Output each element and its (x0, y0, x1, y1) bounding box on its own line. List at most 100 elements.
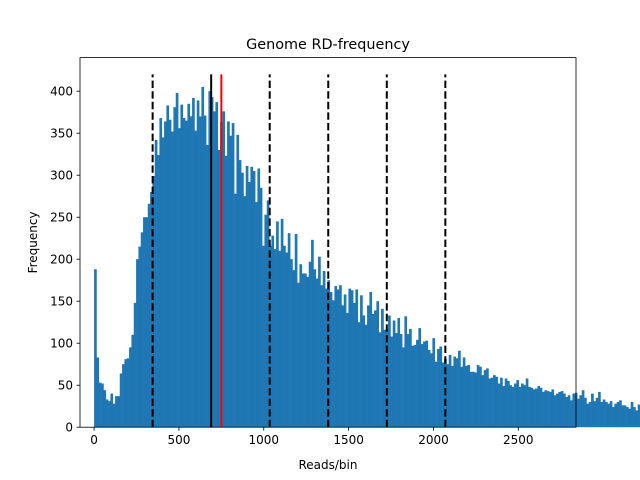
histogram-bar (187, 103, 191, 428)
histogram-bar (376, 301, 380, 428)
histogram-bar (182, 118, 186, 428)
histogram-bar (334, 286, 338, 428)
histogram-bars (94, 87, 640, 428)
histogram-bar (595, 397, 599, 428)
histogram-bar (535, 388, 538, 428)
histogram-bar (243, 196, 247, 428)
histogram-bar (462, 357, 466, 428)
histogram-bar (420, 344, 424, 428)
histogram-bar (612, 407, 615, 428)
y-tick-label: 100 (50, 337, 73, 351)
histogram-bar (453, 356, 457, 428)
histogram-bar (357, 322, 361, 428)
histogram-bar (542, 391, 545, 428)
histogram-bar (637, 404, 640, 428)
histogram-bar (614, 403, 618, 428)
histogram-bar (623, 405, 627, 428)
histogram-bar (495, 376, 499, 428)
histogram-bar (371, 313, 375, 428)
y-axis-ticks: 0 50 100 150 200 250 300 350 400 (50, 85, 80, 435)
histogram-bar (493, 375, 496, 428)
histogram-bar (598, 391, 601, 428)
histogram-bar (278, 250, 282, 428)
histogram-bar (327, 280, 331, 428)
histogram-bar (551, 389, 555, 428)
histogram-bar (143, 217, 146, 428)
histogram-bar (222, 111, 226, 428)
histogram-bar (108, 401, 111, 428)
histogram-bar (341, 305, 345, 428)
histogram-bar (544, 390, 548, 428)
histogram-bar (460, 366, 464, 428)
histogram-bar (94, 269, 97, 428)
histogram-bar (532, 389, 536, 428)
histogram-bar (266, 200, 270, 428)
histogram-bar (229, 135, 233, 428)
histogram-bar (556, 393, 559, 428)
histogram-bar (131, 334, 135, 428)
histogram-bar (383, 329, 387, 428)
reference-lines (151, 74, 447, 428)
histogram-bar (339, 285, 342, 428)
histogram-bar (437, 349, 440, 428)
histogram-bar (630, 402, 634, 428)
histogram-bar (145, 217, 149, 428)
y-axis-label: Frequency (26, 211, 40, 273)
histogram-bar (581, 390, 585, 428)
histogram-bar (259, 187, 263, 428)
histogram-bar (483, 370, 487, 428)
histogram-bar (593, 401, 597, 428)
histogram-bar (474, 372, 478, 428)
histogram-bar (297, 282, 300, 428)
histogram-bar (486, 368, 489, 428)
histogram-bar (397, 318, 401, 428)
histogram-bar (173, 107, 177, 428)
histogram-bar (619, 400, 622, 428)
histogram-bar (159, 118, 163, 428)
histogram-bar (455, 358, 459, 428)
histogram-bar (133, 302, 137, 428)
x-tick-label: 2000 (418, 433, 449, 447)
histogram-bar (465, 365, 468, 428)
histogram-bar (553, 395, 557, 428)
histogram-bar (488, 378, 492, 428)
histogram-bar (101, 383, 104, 428)
histogram-bar (458, 350, 461, 428)
histogram-bar (567, 395, 571, 428)
histogram-bar (500, 377, 503, 428)
histogram-bar (392, 320, 396, 428)
histogram-bar (362, 315, 366, 428)
histogram-bar (98, 382, 102, 428)
histogram-bar (530, 387, 534, 428)
histogram-bar (367, 305, 370, 428)
histogram-bar (481, 375, 485, 428)
histogram-bar (621, 405, 625, 428)
histogram-bar (626, 407, 629, 428)
histogram-bar (390, 336, 394, 428)
histogram-bar (404, 316, 408, 428)
y-tick-label: 150 (50, 295, 73, 309)
histogram-bar (504, 378, 508, 428)
histogram-bar (364, 324, 368, 428)
histogram-bar (441, 362, 445, 428)
histogram-bar (213, 111, 216, 428)
histogram-bar (332, 300, 335, 428)
histogram-bar (588, 402, 592, 428)
histogram-bar (308, 261, 312, 428)
y-tick-label: 50 (58, 379, 73, 393)
histogram-bar (285, 252, 289, 428)
histogram-bar (591, 393, 594, 428)
histogram-bar (360, 295, 363, 428)
y-tick-label: 350 (50, 127, 73, 141)
histogram-bar (353, 302, 356, 428)
histogram-bar (96, 357, 100, 428)
histogram-bar (560, 391, 564, 428)
histogram-bar (490, 377, 494, 428)
x-tick-label: 1000 (248, 433, 279, 447)
histogram-bar (348, 288, 352, 428)
histogram-bar (497, 383, 501, 428)
histogram-bar (311, 239, 314, 428)
histogram-bar (439, 346, 443, 428)
histogram-bar (122, 364, 125, 428)
